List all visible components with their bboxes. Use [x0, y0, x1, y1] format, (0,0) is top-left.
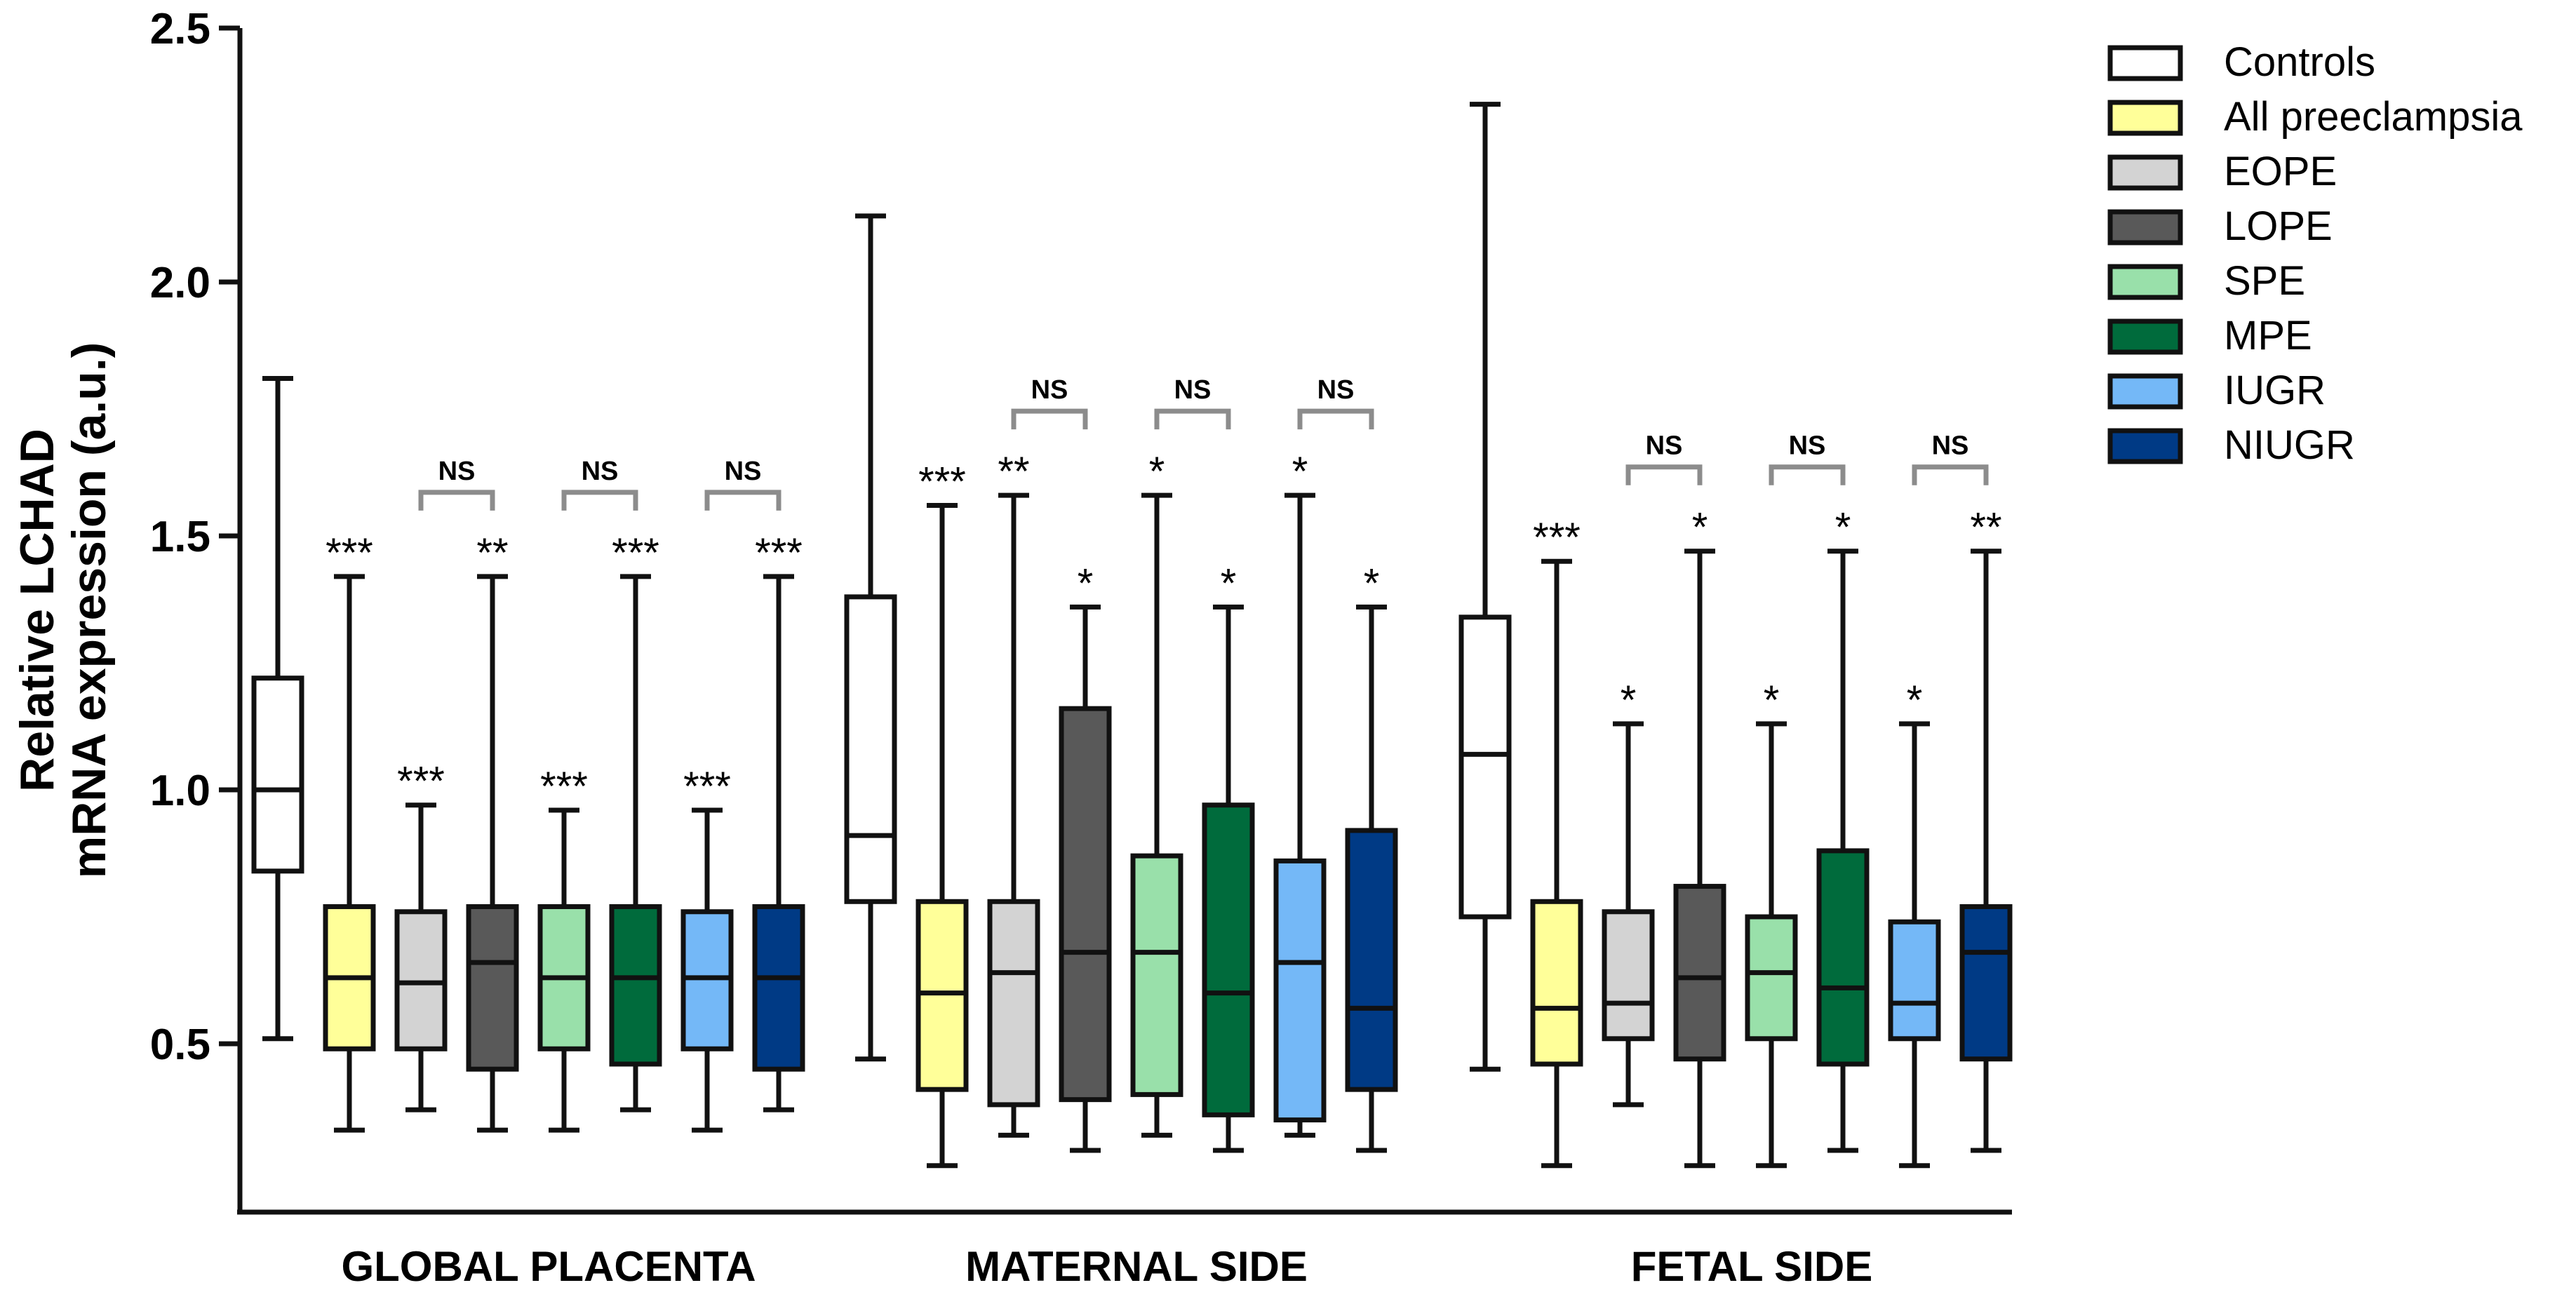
box-niugr: [1345, 828, 1398, 1092]
box-iugr: [680, 909, 734, 1051]
significance-label: *: [1621, 678, 1637, 723]
significance-label: *: [1078, 560, 1094, 606]
box-eope: [987, 899, 1040, 1108]
legend-swatch: [2107, 428, 2183, 464]
ns-label: NS: [1174, 375, 1212, 405]
y-tick-label: 1.5: [150, 513, 210, 561]
significance-label: *: [1764, 678, 1780, 723]
legend-swatch: [2107, 100, 2183, 136]
legend-label: All preeclampsia: [2224, 94, 2523, 140]
ns-bracket: [1625, 464, 1703, 485]
group-labels: GLOBAL PLACENTA MATERNAL SIDE FETAL SIDE: [341, 1243, 1872, 1290]
significance-label: *: [1907, 678, 1923, 723]
significance-label: ***: [755, 530, 803, 576]
legend-label: SPE: [2224, 258, 2305, 304]
ns-bracket: [704, 490, 781, 511]
y-tick-label: 2.0: [150, 259, 210, 307]
box-controls: [251, 675, 304, 874]
y-axis-label-line1: Relative LCHAD: [11, 429, 64, 792]
boxes: ********************NS NS NS *** *******NS NS…: [251, 102, 2013, 1169]
box-spe: [1130, 853, 1183, 1097]
group-2: **********NS NS NS: [1458, 102, 2013, 1169]
significance-label: ***: [540, 764, 588, 809]
ns-label: NS: [1932, 431, 1969, 461]
ns-label: NS: [438, 457, 476, 486]
group-label: FETAL SIDE: [1631, 1243, 1872, 1290]
legend-swatch: [2107, 45, 2183, 81]
significance-label: *: [1149, 449, 1165, 495]
legend-swatch: [2107, 373, 2183, 410]
group-0: ********************NS NS NS: [251, 376, 805, 1133]
box-iugr: [1888, 919, 1941, 1042]
box-iugr: [1273, 858, 1327, 1123]
box-lope: [1673, 884, 1726, 1062]
group-1: *** *******NS NS NS: [844, 213, 1398, 1169]
significance-label: ***: [397, 759, 445, 805]
legend-swatch: [2107, 209, 2183, 246]
significance-label: *: [1835, 505, 1851, 551]
y-tick-label: 0.5: [150, 1021, 210, 1069]
ns-bracket: [1011, 408, 1088, 430]
significance-label: ***: [612, 530, 659, 576]
ns-bracket: [418, 490, 495, 511]
group-label: GLOBAL PLACENTA: [341, 1243, 756, 1290]
axes: [237, 28, 2012, 1215]
y-ticks: 0.5 1.0 1.5 2.0 2.5: [150, 5, 240, 1069]
ns-bracket: [1769, 464, 1846, 485]
significance-label: ***: [326, 530, 373, 576]
group-label: MATERNAL SIDE: [965, 1243, 1308, 1290]
box-all-preeclampsia: [1530, 899, 1583, 1067]
box-controls: [1458, 614, 1512, 920]
box-eope: [1602, 909, 1655, 1042]
ns-bracket: [561, 490, 638, 511]
legend: Controls All preeclampsia EOPE LOPE SPE MPE IU…: [2107, 39, 2523, 468]
ns-label: NS: [582, 457, 619, 486]
significance-label: **: [476, 530, 508, 576]
ns-label: NS: [1031, 375, 1068, 405]
ns-label: NS: [1789, 431, 1826, 461]
legend-label: IUGR: [2224, 368, 2326, 413]
ns-bracket: [1912, 464, 1989, 485]
box-eope: [394, 909, 448, 1051]
significance-label: ***: [1533, 515, 1581, 560]
legend-label: Controls: [2224, 39, 2375, 85]
y-axis-label-line2: mRNA expression (a.u.): [62, 342, 116, 879]
significance-label: *: [1221, 560, 1237, 606]
legend-swatch: [2107, 154, 2183, 191]
significance-label: ***: [918, 459, 966, 505]
legend-swatch: [2107, 264, 2183, 300]
significance-label: *: [1692, 505, 1708, 551]
legend-label: EOPE: [2224, 149, 2337, 194]
box-controls: [844, 594, 897, 904]
significance-label: *: [1364, 560, 1380, 606]
box-lope: [1059, 706, 1112, 1103]
ns-label: NS: [1317, 375, 1355, 405]
legend-label: NIUGR: [2224, 422, 2355, 468]
box-all-preeclampsia: [915, 899, 969, 1092]
ns-label: NS: [725, 457, 762, 486]
significance-label: **: [998, 449, 1029, 495]
box-mpe: [1816, 848, 1870, 1067]
y-tick-label: 2.5: [150, 5, 210, 53]
significance-label: ***: [683, 764, 731, 809]
box-mpe: [609, 904, 662, 1067]
legend-label: LOPE: [2224, 203, 2333, 249]
ns-bracket: [1297, 408, 1374, 430]
y-tick-label: 1.0: [150, 767, 210, 815]
ns-label: NS: [1646, 431, 1683, 461]
legend-swatch: [2107, 318, 2183, 355]
box-niugr: [1959, 904, 2013, 1062]
box-lope: [466, 904, 519, 1072]
significance-label: **: [1970, 505, 2001, 551]
ns-bracket: [1154, 408, 1231, 430]
box-mpe: [1202, 802, 1255, 1117]
box-niugr: [752, 904, 805, 1072]
legend-label: MPE: [2224, 313, 2312, 358]
significance-label: *: [1292, 449, 1308, 495]
box-spe: [1745, 914, 1798, 1042]
